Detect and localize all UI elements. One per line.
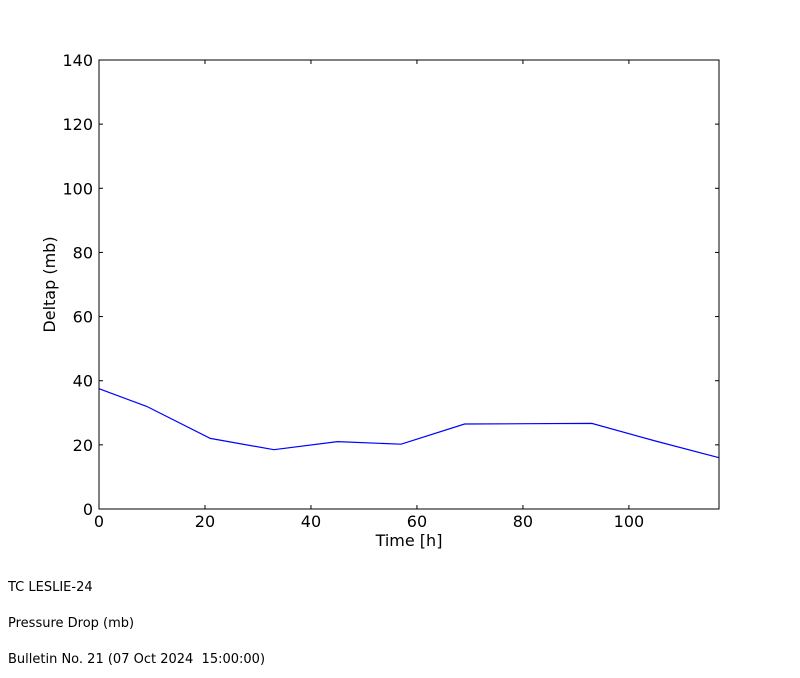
bulletin-info: Bulletin No. 21 (07 Oct 2024 15:00:00) [8,652,266,667]
plot-frame [98,59,720,510]
x-axis-label: Time [h] [375,531,443,550]
x-tick-label: 20 [195,512,215,531]
x-tick-label: 60 [407,512,427,531]
y-tick-label: 100 [62,179,93,198]
chart-description: Pressure Drop (mb) [8,616,135,631]
y-axis-label: Deltap (mb) [40,236,59,332]
y-tick-label: 140 [62,51,93,70]
y-tick-label: 60 [73,308,93,327]
series-layer [98,388,720,459]
footer-caption: TC LESLIE-24 Pressure Drop (mb) Bulletin… [8,558,265,678]
ticks [98,59,719,510]
tick-labels: 0 20 40 60 80 100 0 20 40 60 80 100 120 140 [62,51,644,531]
y-tick-label: 40 [73,372,93,391]
series-line-0 [98,388,720,459]
y-tick-label: 20 [73,436,93,455]
y-tick-label: 120 [62,115,93,134]
x-tick-label: 100 [614,512,645,531]
x-tick-label: 80 [513,512,533,531]
y-tick-label: 80 [73,243,93,262]
storm-name: TC LESLIE-24 [8,580,93,595]
y-tick-label: 0 [83,500,93,519]
x-tick-label: 0 [94,512,104,531]
x-tick-label: 40 [301,512,321,531]
